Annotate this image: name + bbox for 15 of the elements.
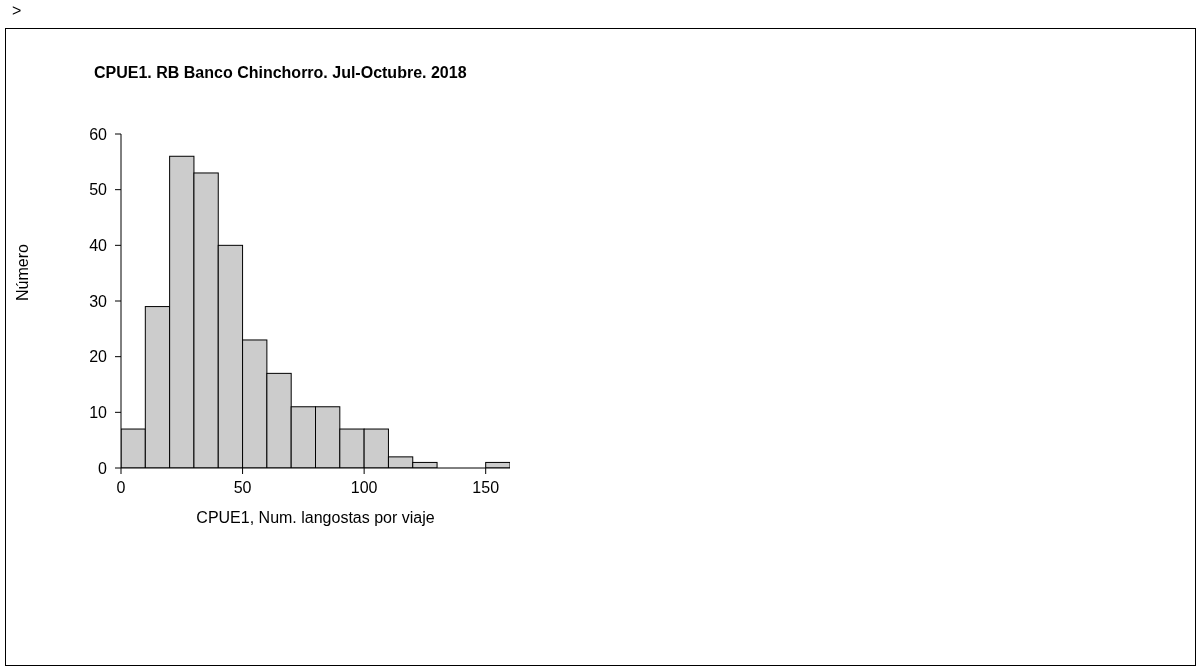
x-tick-label: 150 — [472, 479, 500, 497]
x-tick-label: 0 — [116, 479, 126, 497]
x-tick-label: 50 — [233, 479, 252, 497]
y-tick-label: 30 — [89, 292, 108, 310]
y-tick-label: 40 — [89, 237, 108, 255]
y-tick-label: 60 — [89, 125, 108, 143]
y-tick-label: 0 — [98, 459, 108, 477]
y-tick-label: 10 — [89, 404, 108, 422]
x-tick-label: 100 — [350, 479, 378, 497]
x-axis-title: CPUE1, Num. langostas por viaje — [196, 509, 435, 526]
chart-title: CPUE1. RB Banco Chinchorro. Jul-Octubre. 2018 — [94, 64, 467, 82]
text: > — [12, 2, 22, 20]
y-tick-label: 20 — [89, 348, 108, 366]
y-axis-title: Número — [13, 243, 31, 301]
y-tick-label: 50 — [89, 181, 108, 199]
